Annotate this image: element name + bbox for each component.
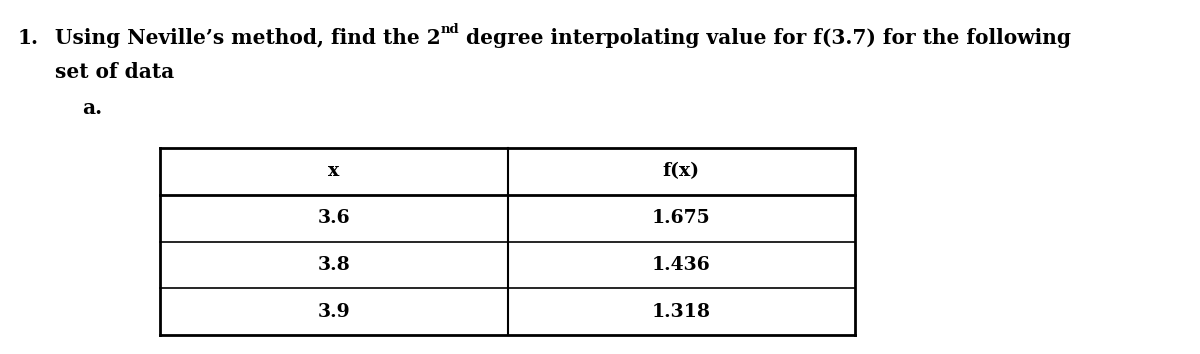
Text: 1.675: 1.675 bbox=[652, 209, 710, 227]
Text: 1.: 1. bbox=[18, 28, 38, 48]
Text: a.: a. bbox=[82, 98, 102, 118]
Text: 3.9: 3.9 bbox=[318, 303, 350, 321]
Text: x: x bbox=[328, 162, 340, 181]
Text: 1.436: 1.436 bbox=[652, 256, 710, 274]
Text: Using Neville’s method, find the 2: Using Neville’s method, find the 2 bbox=[55, 28, 440, 48]
Text: set of data: set of data bbox=[55, 62, 174, 82]
Text: nd: nd bbox=[440, 23, 460, 36]
Text: 3.6: 3.6 bbox=[318, 209, 350, 227]
Text: f(x): f(x) bbox=[662, 162, 700, 181]
Text: 1.318: 1.318 bbox=[652, 303, 710, 321]
Text: 3.8: 3.8 bbox=[317, 256, 350, 274]
Text: degree interpolating value for f(3.7) for the following: degree interpolating value for f(3.7) fo… bbox=[460, 28, 1072, 48]
